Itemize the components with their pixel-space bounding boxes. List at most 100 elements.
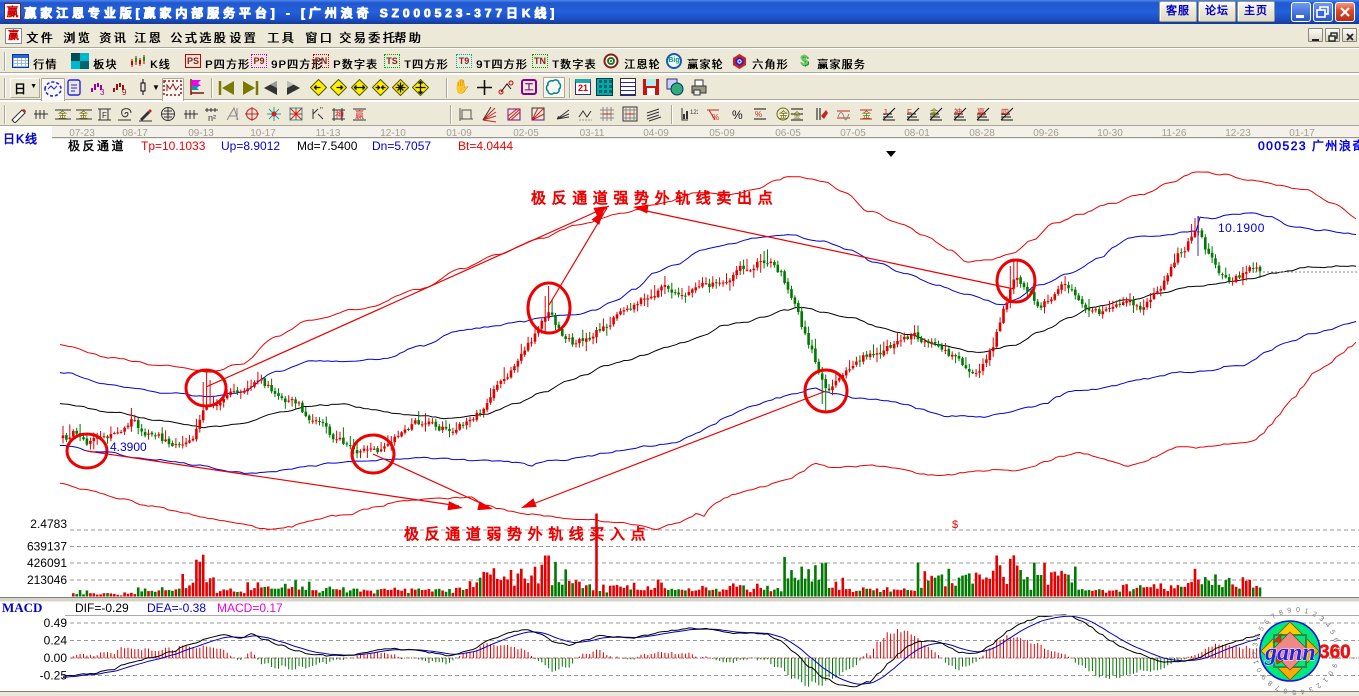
svg-text:9: 9 [1287, 607, 1292, 615]
svg-text:12-23: 12-23 [1225, 128, 1251, 139]
svg-text:%: % [712, 113, 719, 122]
svg-text:1: 1 [1253, 659, 1261, 665]
svg-text:Bt=4.0444: Bt=4.0444 [458, 139, 513, 153]
svg-text:8: 8 [1332, 655, 1339, 660]
svg-text:%: % [732, 108, 743, 122]
svg-text:MACD: MACD [2, 600, 42, 615]
svg-text:3: 3 [1252, 642, 1259, 647]
svg-text:1: 1 [1321, 676, 1329, 684]
svg-text:9: 9 [122, 88, 127, 96]
svg-text:4: 4 [1300, 687, 1305, 695]
svg-text:123: 123 [690, 110, 698, 116]
svg-text:000523 广州浪奇: 000523 广州浪奇 [1258, 138, 1359, 153]
svg-text:": " [320, 106, 323, 115]
svg-text:8: 8 [1278, 609, 1285, 617]
svg-text:5: 5 [1258, 626, 1266, 633]
svg-text:金: 金 [862, 109, 871, 120]
svg-text:0: 0 [1256, 666, 1264, 673]
svg-text:03-11: 03-11 [580, 128, 605, 139]
svg-text:2: 2 [1311, 611, 1318, 619]
svg-text:639137: 639137 [27, 540, 67, 554]
svg-text:10-30: 10-30 [1097, 128, 1123, 139]
svg-text:MACD=0.17: MACD=0.17 [217, 601, 283, 615]
svg-text:08-28: 08-28 [969, 128, 995, 139]
svg-text:神: 神 [335, 109, 344, 120]
svg-text:金: 金 [58, 109, 67, 120]
svg-text:4.3900: 4.3900 [110, 440, 147, 454]
svg-text:12-10: 12-10 [380, 128, 406, 139]
svg-text:213046: 213046 [27, 573, 67, 587]
svg-text:金: 金 [793, 110, 801, 120]
svg-text:04-09: 04-09 [643, 128, 669, 139]
svg-text:05-09: 05-09 [709, 128, 735, 139]
svg-text:极反通道: 极反通道 [68, 139, 126, 153]
svg-text:赢: 赢 [977, 107, 985, 117]
svg-text:0: 0 [1326, 670, 1334, 677]
svg-text:1: 1 [1304, 608, 1309, 616]
svg-text:01-09: 01-09 [446, 128, 472, 139]
svg-text:7: 7 [1333, 646, 1340, 651]
svg-text:极反通道弱势外轨线买入点: 极反通道弱势外轨线买入点 [404, 526, 651, 543]
svg-text:0.49: 0.49 [44, 616, 68, 630]
svg-text:6: 6 [1283, 686, 1288, 694]
svg-text:06-05: 06-05 [775, 128, 801, 139]
svg-text:0: 0 [1296, 607, 1300, 614]
svg-text:6: 6 [1263, 619, 1271, 627]
svg-text:DEA=-0.38: DEA=-0.38 [147, 601, 206, 615]
svg-text:4: 4 [1254, 634, 1262, 640]
svg-text:8: 8 [1267, 679, 1274, 687]
svg-text:n²: n² [208, 113, 216, 123]
svg-text:2.4783: 2.4783 [30, 517, 67, 531]
svg-text:2: 2 [1314, 681, 1321, 689]
svg-text:神: 神 [954, 107, 962, 117]
svg-text:金: 金 [930, 107, 938, 117]
svg-text:2: 2 [1252, 651, 1259, 656]
svg-text:10-17: 10-17 [250, 128, 276, 139]
svg-text:-0.25: -0.25 [40, 669, 68, 683]
svg-text:gann: gann [1264, 640, 1316, 666]
svg-text:金: 金 [779, 109, 788, 120]
svg-text:日K线: 日K线 [3, 132, 38, 146]
svg-text:$: $ [952, 519, 958, 531]
svg-text:07-05: 07-05 [840, 128, 866, 139]
svg-text:11-26: 11-26 [1162, 128, 1187, 139]
svg-text:DIF=-0.29: DIF=-0.29 [75, 601, 129, 615]
svg-text:426091: 426091 [27, 556, 67, 570]
svg-text:3: 3 [1307, 685, 1314, 693]
svg-text:11-13: 11-13 [316, 128, 341, 139]
svg-text:09-26: 09-26 [1033, 128, 1059, 139]
svg-text:极反通道强势外轨线卖出点: 极反通道强势外轨线卖出点 [531, 190, 778, 207]
svg-text:6: 6 [1331, 637, 1339, 643]
svg-text:3: 3 [100, 88, 105, 96]
svg-text:4: 4 [1324, 622, 1332, 630]
svg-text:Tp=10.1033: Tp=10.1033 [141, 139, 206, 153]
svg-text:9: 9 [1261, 673, 1269, 681]
svg-text:5: 5 [1328, 629, 1336, 636]
svg-text:F: F [907, 108, 912, 117]
svg-text:0.00: 0.00 [44, 651, 68, 665]
svg-text:09-13: 09-13 [188, 128, 214, 139]
svg-text:7: 7 [1270, 613, 1277, 621]
svg-text:Up=8.9012: Up=8.9012 [221, 139, 280, 153]
svg-text:金: 金 [79, 109, 88, 120]
svg-text:%: % [755, 110, 762, 119]
svg-text:10.1900: 10.1900 [1218, 221, 1265, 235]
svg-text:08-17: 08-17 [122, 128, 148, 139]
svg-text:四: 四 [1001, 108, 1009, 117]
svg-text:赢: 赢 [355, 109, 364, 120]
svg-text:9: 9 [1330, 662, 1338, 668]
svg-text:3: 3 [1318, 615, 1325, 623]
svg-text:08-01: 08-01 [904, 128, 930, 139]
svg-text:07-23: 07-23 [69, 128, 95, 139]
svg-text:01-17: 01-17 [1289, 128, 1315, 139]
svg-text:Dn=5.7057: Dn=5.7057 [372, 139, 431, 153]
svg-text:7: 7 [1274, 683, 1281, 691]
svg-text:02-05: 02-05 [513, 128, 539, 139]
svg-text:▼: ▼ [152, 83, 160, 92]
svg-text:0.24: 0.24 [44, 634, 68, 648]
svg-text:360: 360 [1319, 642, 1351, 663]
svg-text:F: F [102, 111, 107, 120]
svg-text:5: 5 [1292, 688, 1296, 695]
svg-text:Md=7.5400: Md=7.5400 [297, 139, 358, 153]
svg-text:J: J [883, 108, 887, 117]
